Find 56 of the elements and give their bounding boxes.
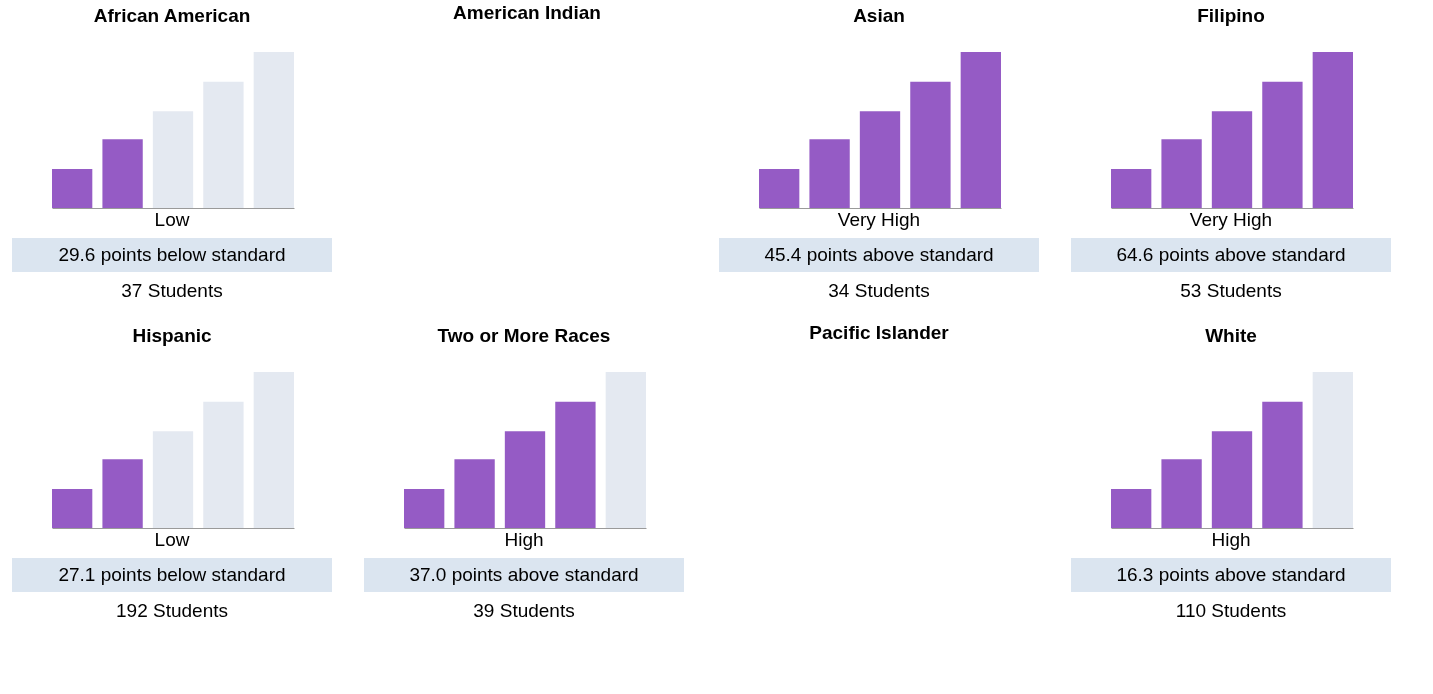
text: 27.1 points below standard: [58, 564, 286, 585]
bar: [605, 372, 646, 528]
bar: [1161, 459, 1202, 528]
chart-title: White: [1205, 325, 1257, 346]
bar: [555, 401, 596, 528]
bar: [52, 169, 93, 208]
bar: [454, 459, 495, 528]
text: 192 Students: [116, 600, 228, 621]
text: 37.0 points above standard: [409, 564, 639, 585]
text: American Indian: [453, 2, 601, 24]
text: Very High: [837, 209, 921, 230]
text: High: [1211, 529, 1251, 550]
bar: [102, 139, 143, 208]
bar: [203, 81, 244, 208]
bar: [1211, 111, 1253, 208]
text: 37 Students: [121, 280, 223, 301]
text: 45.4 points above standard: [764, 244, 994, 265]
text: 34 Students: [828, 280, 930, 301]
text: 16.3 points above standard: [1116, 564, 1346, 585]
bar: [1262, 401, 1303, 528]
text: Pacific Islander: [809, 322, 950, 344]
text: High: [504, 529, 544, 550]
bar: [960, 52, 1001, 208]
bar: [152, 111, 194, 208]
bar: [52, 489, 93, 528]
text: 29.6 points below standard: [58, 244, 286, 265]
text: 64.6 points above standard: [1116, 244, 1346, 265]
bar: [759, 169, 800, 208]
bar: [1161, 139, 1202, 208]
chart-title: Filipino: [1197, 5, 1265, 26]
text: 39 Students: [473, 600, 575, 621]
text: Low: [154, 209, 190, 230]
bar: [809, 139, 850, 208]
bar: [910, 81, 951, 208]
chart-title: Two or More Races: [437, 325, 611, 346]
bar: [504, 431, 546, 528]
bar: [1262, 81, 1303, 208]
chart-title: Asian: [853, 5, 905, 26]
bar: [1211, 431, 1253, 528]
bar: [203, 401, 244, 528]
text: 110 Students: [1175, 600, 1287, 621]
bar: [404, 489, 445, 528]
bar: [1111, 489, 1152, 528]
text: Very High: [1189, 209, 1273, 230]
bar: [253, 52, 294, 208]
chart-title: African American: [93, 5, 251, 26]
chart-title: Hispanic: [132, 325, 213, 346]
bar: [253, 372, 294, 528]
bar: [1111, 169, 1152, 208]
bar: [102, 459, 143, 528]
bar: [152, 431, 194, 528]
bar: [859, 111, 901, 208]
text: 53 Students: [1180, 280, 1282, 301]
bar: [1312, 372, 1353, 528]
text: Low: [154, 529, 190, 550]
bar: [1312, 52, 1353, 208]
